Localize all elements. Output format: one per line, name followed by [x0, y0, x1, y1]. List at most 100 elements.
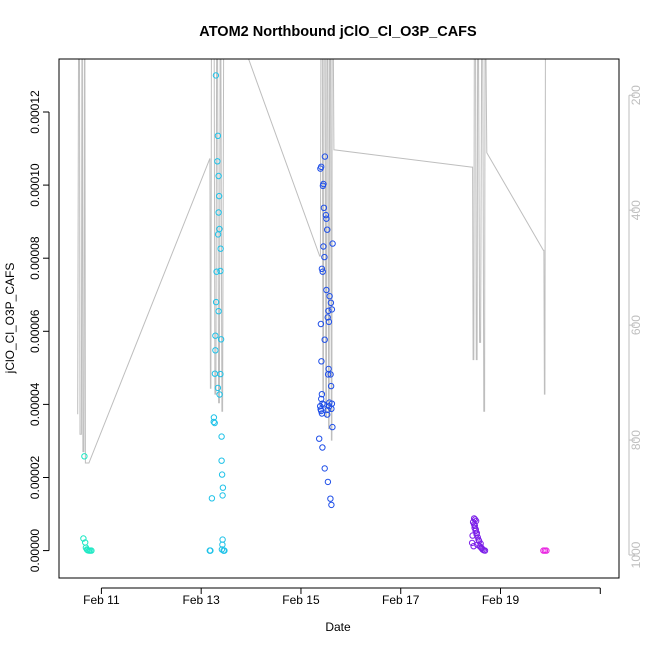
data-point: [473, 531, 480, 538]
data-point: [88, 547, 95, 554]
data-point: [219, 541, 226, 548]
data-point: [328, 400, 336, 407]
data-point: [318, 358, 325, 365]
series-1: [80, 453, 95, 554]
data-point: [325, 318, 333, 325]
data-point: [217, 370, 224, 378]
data-point: [212, 298, 220, 306]
y-axis-label: jClO_Cl_O3P_CAFS: [3, 263, 17, 375]
data-point: [318, 410, 326, 417]
data-point: [543, 547, 550, 554]
data-points-layer: [80, 72, 550, 554]
data-point: [218, 457, 225, 464]
x-tick-label: Feb 19: [482, 593, 520, 607]
data-point: [215, 172, 222, 180]
data-point: [322, 211, 330, 219]
y-tick-label: 0.00012: [28, 90, 42, 134]
data-point: [319, 444, 326, 451]
series-3: [316, 153, 336, 509]
plot-frame: [58, 58, 620, 579]
series-4: [468, 515, 489, 554]
y-tick-label: 0.00002: [28, 455, 42, 499]
data-point: [318, 265, 326, 272]
data-point: [327, 495, 334, 502]
x-tick-label: Feb 17: [382, 593, 420, 607]
data-point: [215, 192, 223, 200]
data-point: [217, 336, 225, 343]
data-point: [219, 484, 227, 491]
x-axis-label: Date: [325, 620, 351, 634]
data-point: [472, 527, 479, 535]
data-point: [212, 347, 219, 354]
data-point: [328, 306, 336, 313]
data-point: [217, 267, 224, 275]
data-point: [478, 545, 485, 552]
data-point: [320, 401, 328, 408]
data-point: [327, 299, 335, 306]
data-point: [318, 395, 325, 403]
data-point: [324, 478, 332, 486]
data-point: [321, 253, 328, 261]
x-axis: Feb 11 Feb 13 Feb 15 Feb 17 Feb 19: [83, 587, 601, 607]
data-point: [316, 435, 323, 442]
data-point: [318, 391, 326, 398]
data-point: [215, 308, 222, 315]
data-point: [206, 547, 214, 554]
chart-title: ATOM2 Northbound jClO_Cl_O3P_CAFS: [199, 24, 477, 40]
series-5: [540, 547, 550, 554]
data-point: [81, 453, 88, 460]
data-point: [329, 240, 336, 247]
data-point: [218, 433, 225, 440]
data-point: [210, 418, 217, 426]
right-tick-label: 600: [629, 315, 643, 335]
data-point: [319, 182, 327, 190]
data-point: [219, 492, 226, 499]
data-point: [317, 320, 325, 328]
data-point: [321, 336, 328, 343]
right-tick-label: 200: [629, 85, 643, 105]
data-point: [327, 371, 334, 378]
data-point: [214, 231, 222, 238]
data-point: [214, 384, 222, 392]
data-point: [476, 543, 484, 550]
data-point: [325, 307, 332, 314]
right-tick-label: 1000: [629, 541, 643, 568]
x-tick-label: Feb 13: [183, 593, 221, 607]
data-point: [216, 391, 223, 398]
right-tick-label: 400: [629, 200, 643, 220]
data-point: [317, 165, 324, 172]
data-point: [212, 72, 220, 79]
data-point: [329, 423, 336, 431]
data-point: [320, 204, 328, 212]
data-point: [328, 501, 335, 509]
data-point: [212, 332, 219, 339]
data-point: [324, 371, 332, 378]
data-point: [320, 243, 327, 250]
data-point: [318, 407, 325, 415]
data-point: [215, 209, 222, 216]
data-point: [214, 132, 222, 140]
data-point: [221, 547, 228, 554]
data-point: [469, 532, 476, 539]
right-tick-label: 800: [629, 430, 643, 450]
right-pressure-axis: 200 400 600 800 1000: [628, 85, 643, 568]
data-point: [217, 245, 224, 252]
data-point: [324, 226, 331, 233]
data-point: [214, 158, 221, 165]
data-point: [323, 215, 330, 222]
data-point: [211, 419, 218, 427]
y-tick-label: 0.00004: [28, 382, 42, 426]
data-point: [471, 524, 478, 532]
x-tick-label: Feb 15: [282, 593, 320, 607]
series-2: [206, 72, 228, 554]
data-point: [323, 286, 330, 294]
x-tick-label: Feb 11: [83, 593, 120, 607]
y-tick-label: 0.00008: [28, 236, 42, 280]
data-point: [208, 495, 216, 502]
y-axis: 0.00000 0.00002 0.00004 0.00006 0.00008 0.000…: [28, 90, 50, 572]
data-point: [324, 314, 331, 321]
data-point: [324, 406, 331, 414]
data-point: [470, 543, 477, 550]
data-point: [321, 153, 329, 160]
